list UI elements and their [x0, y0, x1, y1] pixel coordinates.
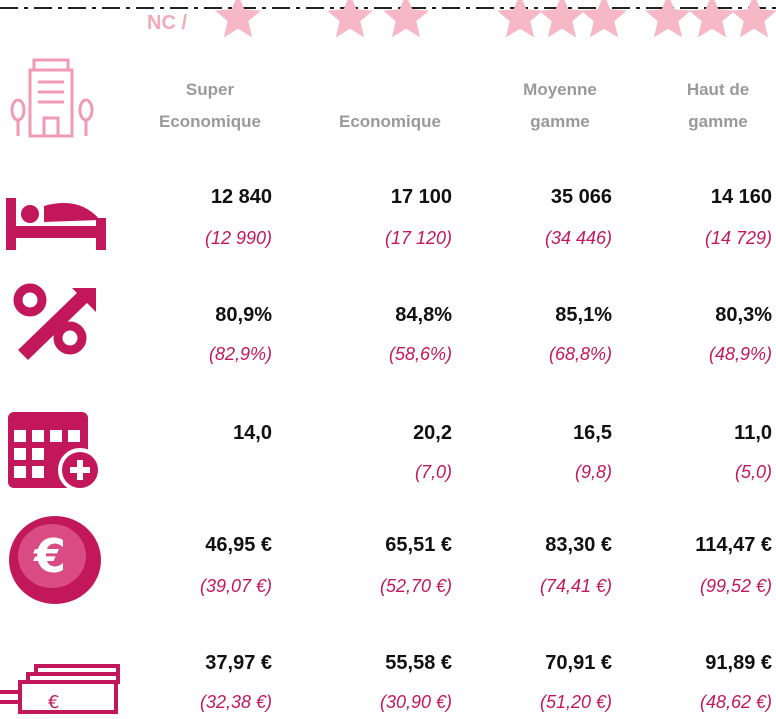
previous-value: (52,70 €): [379, 576, 452, 596]
star: [497, 0, 543, 38]
star: [689, 0, 735, 38]
value: 14,0: [233, 422, 272, 444]
previous-value: (14 729): [704, 228, 772, 248]
column-header-cell: Moyenne gamme: [500, 70, 620, 138]
value: 80,9%: [215, 304, 272, 326]
value: 70,91 €: [545, 652, 612, 674]
calendar-icon: [8, 412, 102, 492]
value: 91,89 €: [705, 652, 772, 674]
value: 80,3%: [715, 304, 772, 326]
value: 114,47 €: [695, 534, 772, 556]
star: [645, 0, 691, 38]
value: 37,97 €: [205, 652, 272, 674]
star: [539, 0, 585, 38]
previous-value: (7,0): [414, 462, 452, 482]
value: 20,2: [413, 422, 452, 444]
previous-value: (17 120): [384, 228, 452, 248]
previous-value: (48,9%): [708, 344, 772, 364]
value: 17 100: [390, 186, 452, 208]
previous-value: (51,20 €): [539, 692, 612, 712]
star: [731, 0, 776, 38]
svg-text:€: €: [48, 692, 59, 713]
value: 11,0: [734, 422, 772, 444]
previous-value: (48,62 €): [699, 692, 772, 712]
previous-value: (68,8%): [548, 344, 612, 364]
star: [215, 0, 261, 38]
column-header-cell: Haut de gamme: [658, 70, 776, 138]
column-header: Moyenne gamme: [523, 80, 597, 131]
value: 46,95 €: [205, 534, 272, 556]
previous-value: (12 990): [204, 228, 272, 248]
column-header: Super Economique: [158, 80, 261, 131]
star: [383, 0, 429, 38]
previous-value: (82,9%): [208, 344, 272, 364]
column-header: Economique: [338, 112, 441, 131]
previous-value: (9,8): [574, 462, 612, 482]
previous-value: (99,52 €): [699, 576, 772, 596]
value: 85,1%: [555, 304, 612, 326]
previous-value: (32,38 €): [199, 692, 272, 712]
value: 65,51 €: [385, 534, 452, 556]
previous-value: (74,41 €): [539, 576, 612, 596]
percent-icon: [13, 283, 96, 360]
previous-value: (34 446): [544, 228, 612, 248]
value: 84,8%: [395, 304, 452, 326]
value: 35 066: [550, 186, 612, 208]
svg-text:€: €: [33, 529, 66, 583]
column-header-cell: Super Economique: [150, 70, 270, 138]
value: 12 840: [210, 186, 272, 208]
previous-value: (58,6%): [388, 344, 452, 364]
value: 55,58 €: [385, 652, 452, 674]
hotel-icon: [10, 58, 94, 138]
value: 14 160: [710, 186, 772, 208]
previous-value: (39,07 €): [199, 576, 272, 596]
star: [581, 0, 627, 38]
coin-icon: €: [9, 516, 101, 604]
value: 83,30 €: [545, 534, 612, 556]
previous-value: (30,90 €): [379, 692, 452, 712]
star: [327, 0, 373, 38]
category-prefix: NC /: [147, 12, 187, 34]
column-header: Haut de gamme: [686, 80, 750, 131]
previous-value: (5,0): [734, 462, 772, 482]
value: 16,5: [573, 422, 612, 444]
column-header-cell: Economique: [330, 70, 450, 138]
banknotes-icon: €: [0, 664, 120, 714]
bed-icon: [6, 198, 106, 250]
